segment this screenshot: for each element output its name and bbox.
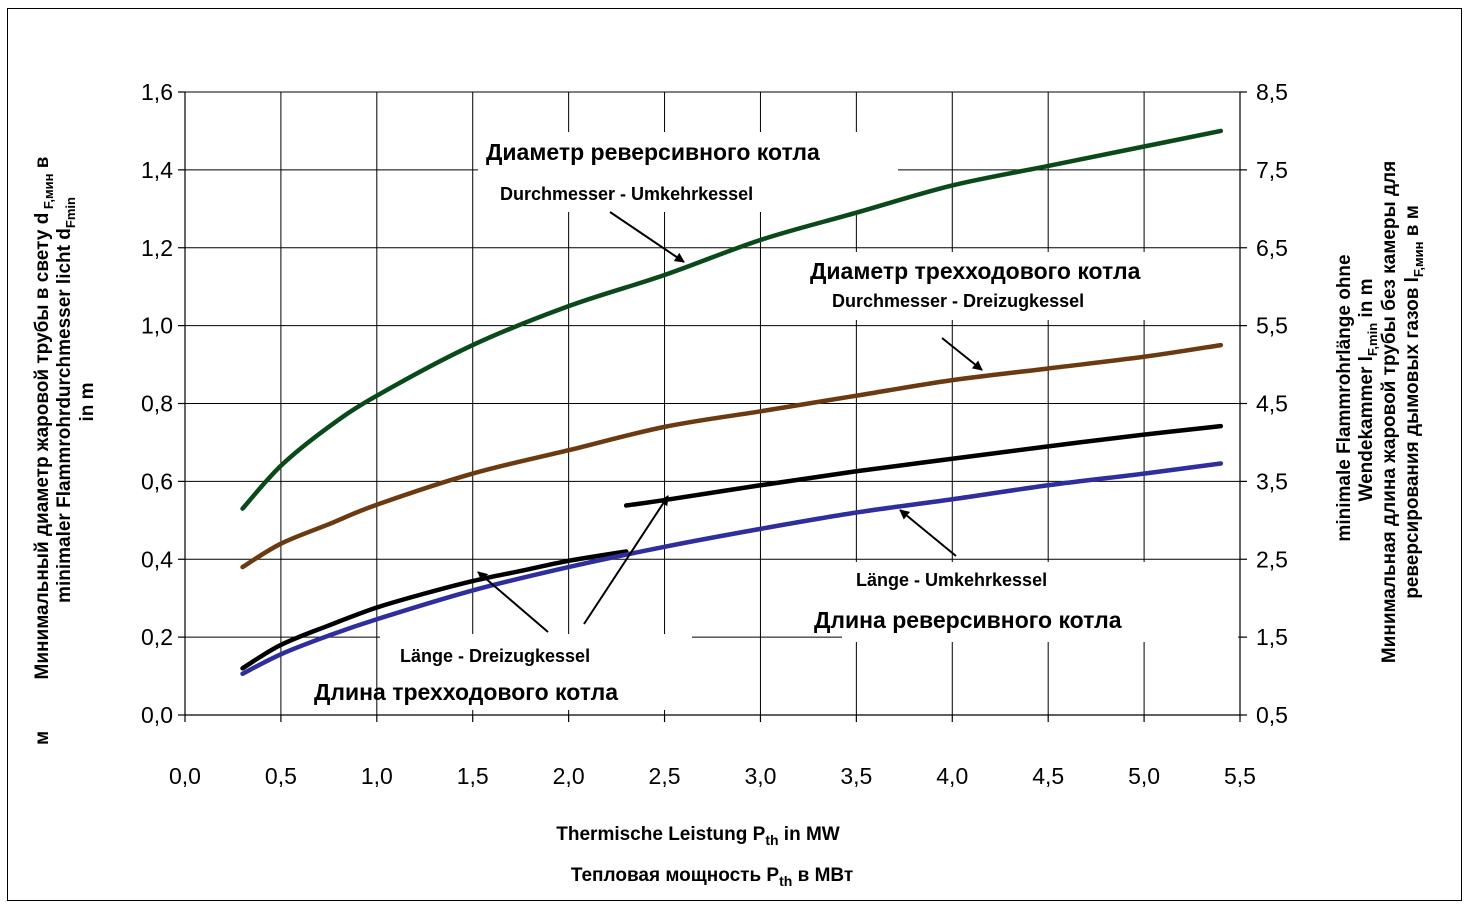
y-right-tick-label: 3,5 [1256,468,1288,494]
annotation-diameter-dreizug-ru: Диаметр трехходового котла [810,258,1141,284]
y-right-tick-label: 7,5 [1256,157,1288,183]
x-tick-label: 1,0 [361,763,393,789]
x-axis-title-de: Thermische Leistung Pth in MW [556,824,840,848]
annotation-diameter-umkehr-de: Durchmesser - Umkehrkessel [500,184,753,204]
y-left-tick-label: 1,2 [141,235,173,261]
x-tick-labels: 0,0 0,5 1,0 1,5 2,0 2,5 3,0 3,5 4,0 4,5 5,0 5,5 [169,763,1256,789]
y-right-title-line2: Wendekammer lF,min in m [1356,279,1380,502]
label-mask-4 [842,562,1238,642]
y-left-title-ru: Минимальный диаметр жаровой трубы в свет… [32,157,56,680]
y-left-tick-label: 0,4 [141,546,173,572]
y-left-title-m-ru-group: м [32,731,53,745]
chart-frame [7,8,1462,901]
y-left-title-m-ru: м [32,731,53,745]
x-tick-label: 0,0 [169,763,201,789]
arrow-diameter-dreizug [941,337,983,371]
series-line-3-1 [240,549,629,671]
label-mask-5 [380,634,692,710]
y-right-tick-label: 1,5 [1256,624,1288,650]
label-mask-1 [478,132,898,176]
annotation-length-dreizug-de: Länge - Dreizugkessel [400,646,590,666]
label-mask-3 [806,252,1230,320]
y-left-tick-label: 1,0 [141,313,173,339]
arrow-length-dreizug-2 [583,495,669,625]
annotation-diameter-dreizug-de: Durchmesser - Dreizugkessel [832,291,1084,311]
y-left-tick-label: 0,0 [141,702,173,728]
y-right-title-4-group: реверсирования дымовых газов lF,мин в м [1402,205,1426,599]
x-tick-label: 3,5 [840,763,872,789]
y-left-title-de-group: minimaler Flammrohrdurchmesser licht dFm… [54,197,78,603]
y-left-title-m-group: in m [77,382,98,421]
y-left-title-de: minimaler Flammrohrdurchmesser licht dFm… [54,197,78,603]
y-right-title-line3: Минимальная длина жаровой трубы без каме… [1379,161,1400,663]
arrow-length-dreizug-1 [477,571,549,633]
axes [178,91,1247,722]
y-left-tick-label: 0,2 [141,624,173,650]
y-left-title-ru-group: Минимальный диаметр жаровой трубы в свет… [32,157,56,680]
y-right-tick-label: 6,5 [1256,235,1288,261]
x-tick-label: 5,5 [1224,763,1256,789]
y-right-tick-label: 4,5 [1256,391,1288,417]
y-right-title-1-group: minimale Flammrohrlänge ohne [1334,254,1355,541]
x-tick-label: 2,0 [553,763,585,789]
y-left-tick-labels: 0,0 0,2 0,4 0,6 0,8 1,0 1,2 1,4 1,6 [141,79,173,728]
y-left-tick-label: 1,6 [141,79,173,105]
y-right-title-3-group: Минимальная длина жаровой трубы без каме… [1379,161,1400,663]
y-left-tick-label: 0,8 [141,391,173,417]
y-left-title-m: in m [77,382,98,421]
x-tick-label: 0,5 [265,763,297,789]
arrow-length-umkehr [899,509,957,557]
y-right-title-line4: реверсирования дымовых газов lF,мин в м [1402,205,1426,599]
y-right-tick-label: 2,5 [1256,546,1288,572]
label-mask-2 [490,176,910,212]
x-tick-label: 3,0 [744,763,776,789]
x-tick-label: 4,0 [936,763,968,789]
y-right-tick-label: 8,5 [1256,79,1288,105]
series-line-4-1 [240,461,1224,676]
series-line-2-1 [240,342,1224,570]
annotation-diameter-umkehr-ru: Диаметр реверсивного котла [486,139,820,165]
y-right-tick-labels: 0,5 1,5 2,5 3,5 4,5 5,5 6,5 7,5 8,5 [1256,79,1288,728]
series-line-3-2 [623,423,1224,508]
y-right-tick-label: 5,5 [1256,313,1288,339]
annotation-length-dreizug-ru: Длина трехходового котла [314,679,618,705]
y-right-tick-label: 0,5 [1256,702,1288,728]
x-tick-label: 1,5 [457,763,489,789]
x-tick-label: 5,0 [1128,763,1160,789]
x-tick-label: 2,5 [649,763,681,789]
series-line-1-1 [240,128,1224,511]
y-left-tick-label: 0,6 [141,468,173,494]
y-right-title-line1: minimale Flammrohrlänge ohne [1334,254,1355,541]
y-right-title-2-group: Wendekammer lF,min in m [1356,279,1380,502]
y-left-tick-label: 1,4 [141,157,173,183]
annotation-length-umkehr-ru: Длина реверсивного котла [814,607,1122,633]
x-tick-label: 4,5 [1032,763,1064,789]
x-axis-title-ru: Тепловая мощность Pth в МВт [571,865,853,889]
annotation-length-umkehr-de: Länge - Umkehrkessel [856,570,1047,590]
arrow-diameter-umkehr [609,211,685,263]
series-group [240,128,1224,676]
